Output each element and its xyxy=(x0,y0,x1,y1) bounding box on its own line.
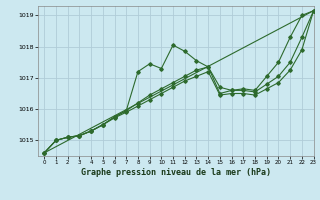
X-axis label: Graphe pression niveau de la mer (hPa): Graphe pression niveau de la mer (hPa) xyxy=(81,168,271,177)
